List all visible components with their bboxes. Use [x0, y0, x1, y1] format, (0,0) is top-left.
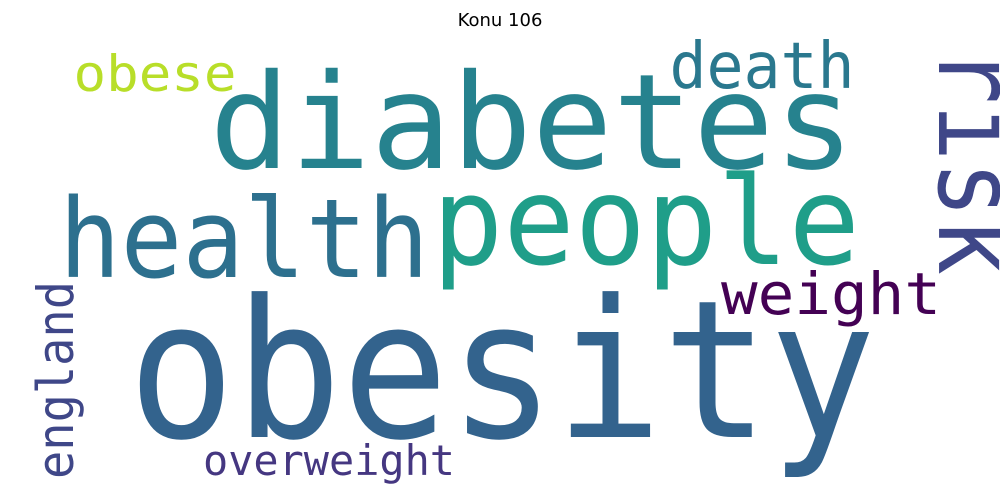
word-overweight: overweight: [203, 436, 455, 485]
word-health: health: [59, 175, 429, 303]
word-obesity: obesity: [128, 260, 876, 483]
word-england: england: [27, 281, 85, 479]
word-obese: obese: [74, 45, 237, 103]
word-people: people: [432, 151, 860, 293]
word-diabetes: diabetes: [210, 46, 855, 200]
word-death: death: [670, 30, 855, 104]
figure-title: Konu 106: [457, 10, 543, 31]
word-weight: weight: [721, 260, 941, 328]
word-risk: risk: [913, 47, 1000, 275]
